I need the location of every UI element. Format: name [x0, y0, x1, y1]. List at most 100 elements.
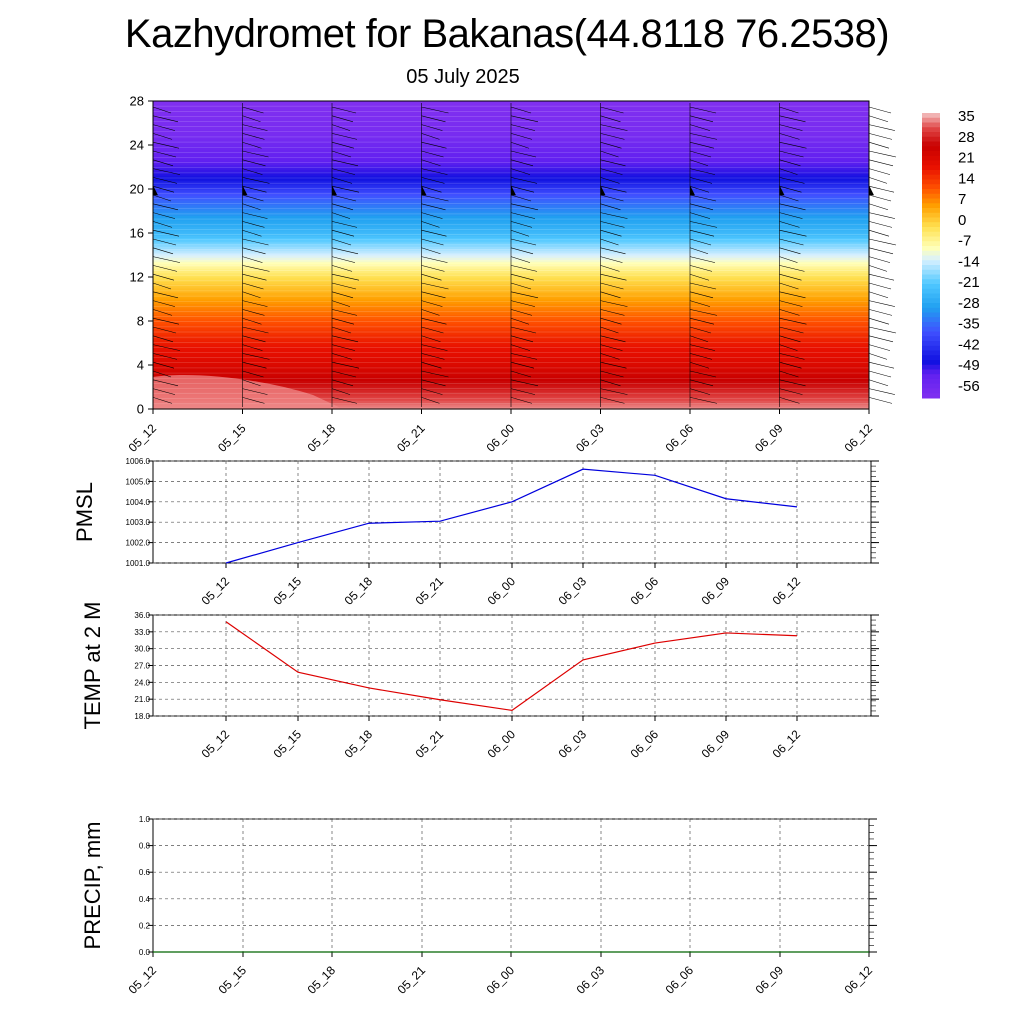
wind-barb [510, 133, 533, 140]
x-tick-label: 06_06 [628, 574, 662, 608]
wind-barb [242, 335, 266, 343]
colorbar-swatch [922, 151, 940, 157]
wind-barb [779, 150, 804, 158]
wind-barb [689, 247, 709, 255]
wind-barb [600, 282, 624, 290]
colorbar-swatch [922, 269, 940, 275]
x-tick-label: 05_12 [126, 963, 160, 997]
y-tick-label: 0.6 [139, 868, 151, 877]
colorbar-swatch [922, 127, 940, 133]
x-tick-label: 06_03 [556, 574, 590, 608]
x-tick-label: 06_00 [485, 727, 519, 761]
wind-barb [510, 291, 539, 299]
wind-barb [331, 212, 351, 219]
wind-barb [868, 185, 895, 193]
wind-barb [689, 397, 718, 404]
wind-barb [689, 273, 710, 281]
wind-barb [510, 379, 539, 387]
wind-pennant [242, 185, 248, 196]
wind-barb [600, 141, 622, 149]
y-tick-label: 8 [137, 314, 144, 329]
wind-barb [600, 185, 627, 193]
x-tick-label: 06_12 [842, 421, 876, 455]
y-tick-label: 1001.0 [126, 559, 151, 568]
wind-barb [868, 115, 889, 123]
wind-barb-column [689, 103, 718, 407]
x-tick-label: 05_15 [216, 963, 250, 997]
wind-barb [689, 133, 718, 140]
wind-barb [331, 326, 352, 334]
wind-barb [689, 212, 711, 219]
y-tick-label: 24.0 [134, 678, 150, 687]
wind-barb [689, 141, 715, 149]
x-tick-label: 05_21 [413, 727, 447, 761]
wind-barb [510, 326, 537, 334]
wind-barb [689, 317, 715, 325]
wind-barb [600, 370, 624, 378]
wind-barb [242, 115, 261, 123]
wind-barb [331, 177, 353, 184]
wind-barb [510, 177, 538, 184]
wind-barb [242, 203, 261, 211]
wind-barb [242, 256, 263, 263]
wind-barb [779, 194, 799, 202]
wind-barb [600, 344, 623, 351]
colorbar-swatch [922, 369, 940, 375]
x-tick-label: 05_18 [342, 574, 376, 608]
wind-barb [600, 361, 627, 369]
wind-barb [242, 150, 269, 158]
colorbar-swatch [922, 146, 940, 152]
wind-barb [331, 133, 358, 140]
wind-barb [779, 370, 799, 378]
wind-barb [510, 265, 538, 272]
colorbar-label: -28 [958, 295, 980, 312]
wind-barb [779, 317, 807, 325]
wind-barb [242, 317, 262, 325]
wind-barb [779, 212, 803, 219]
colorbar-swatch [922, 122, 940, 128]
wind-barb [510, 309, 533, 316]
wind-barb [779, 273, 802, 281]
wind-barb [600, 177, 620, 184]
colorbar-swatch [922, 203, 940, 209]
wind-barb [421, 361, 442, 369]
wind-barb [689, 282, 717, 290]
wind-barb [868, 370, 892, 378]
wind-barb [152, 133, 173, 140]
colorbar-swatch [922, 293, 940, 299]
colorbar-label: -49 [958, 357, 980, 374]
y-axis-label: TEMP at 2 M [80, 602, 105, 730]
wind-barb [600, 335, 626, 343]
wind-barb [152, 379, 179, 387]
wind-barb [421, 300, 443, 307]
wind-barb [421, 388, 443, 395]
colorbar-swatch [922, 331, 940, 337]
wind-barb [510, 168, 531, 175]
wind-barb [421, 159, 441, 167]
wind-barb [779, 379, 806, 387]
wind-barb [868, 177, 888, 184]
wind-barb [152, 185, 175, 193]
wind-barb [152, 300, 176, 307]
wind-pennant [869, 185, 874, 196]
wind-barb [152, 397, 173, 404]
x-tick-label: 05_18 [305, 963, 339, 997]
wind-barb [421, 177, 445, 184]
wind-barb [868, 141, 890, 149]
wind-barb [779, 326, 804, 334]
temp-2m-panel: 18.0 21.0 24.0 27.0 30.0 33.0 36.0 05_12 05_15 05… [80, 602, 879, 761]
colorbar-swatch [922, 298, 940, 304]
wind-barb [689, 203, 714, 211]
wind-barb [331, 317, 355, 325]
wind-barb [331, 388, 351, 395]
wind-barb [510, 273, 535, 281]
colorbar-swatch [922, 160, 940, 166]
wind-barb [779, 353, 805, 360]
wind-barb [331, 238, 352, 246]
wind-barb [868, 353, 888, 360]
wind-barb [600, 379, 621, 387]
wind-barb [242, 300, 268, 307]
colorbar-swatch [922, 274, 940, 280]
x-tick-label: 06_09 [753, 963, 787, 997]
colorbar-swatch [922, 279, 940, 285]
